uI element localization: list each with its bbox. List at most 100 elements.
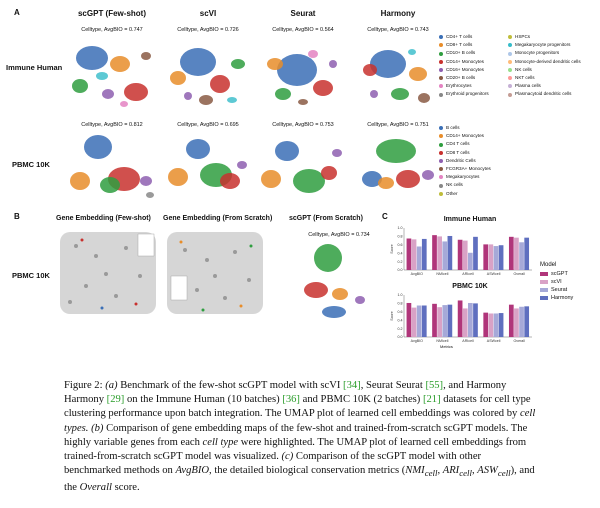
y-tick-label: 0.8 [398,235,403,239]
umap-caption: Celltype, AvgBIO = 0.747 [81,27,143,33]
legend-label: Erythroid progenitors [446,91,489,97]
bar [437,307,442,337]
bar [493,246,499,270]
bar [447,304,453,337]
caption-subscript: cell [459,468,472,479]
bar [473,303,478,337]
legend-item: CD8+ T cells [439,41,489,49]
bar [416,305,422,337]
x-tick-label: AvgBIO [411,339,424,343]
legend-swatch [439,84,443,89]
umap-caption: Celltype, AvgBIO = 0.734 [308,232,370,238]
legend-label: Dendritic Cells [446,157,476,163]
model-legend-swatch [540,288,548,292]
bar [462,240,468,270]
legend-label: FCGR3A+ Monocytes [446,166,491,172]
legend-item: B cells [439,124,491,132]
bar [457,300,463,337]
bar [457,239,463,270]
legend-swatch [439,43,443,48]
x-tick-label: Overall [514,272,526,276]
legend-item: NK cells [439,181,491,189]
legend-swatch [439,51,443,56]
caption-text: Benchmark of the few-shot scGPT model wi… [117,380,344,391]
panel-a-letter: A [14,8,20,17]
legend-item: NK cells [508,66,581,74]
chart-title-immune: Immune Human [443,216,497,223]
gene-embedding-scratch-title: Gene Embedding (From Scratch) [163,215,273,222]
legend-swatch [439,35,443,40]
caption-text: , [437,465,443,477]
legend-swatch [439,191,443,196]
y-tick-label: 0.8 [398,302,403,306]
y-axis-label: Score [390,244,394,253]
bar [498,245,504,270]
legend-label: Monocyte-derived dendritic cells [515,58,581,64]
y-tick-label: 0.4 [398,251,403,255]
legend-item: CD4+ T cells [439,33,489,41]
caption-subscript: cell [424,468,438,479]
citation-link[interactable]: [55] [425,380,444,391]
model-legend-title: Model [540,262,557,268]
legend-pbmc: B cells CD14+ Monocytes CD4 T cells CD8 T c… [439,124,491,198]
legend-item: CD14+ Monocytes [439,132,491,140]
model-legend-label: Harmony [551,295,574,301]
bar [514,308,519,337]
umap-caption: Celltype, AvgBIO = 0.812 [81,122,143,128]
bar [437,236,442,270]
x-tick-label: ARIcell [462,339,474,343]
legend-label: CD4 T cells [446,141,470,147]
figure-caption: Figure 2: (a) Benchmark of the few-shot … [64,379,536,495]
legend-item: CD14+ Monocytes [439,58,489,66]
legend-swatch [508,67,512,72]
bar [508,304,514,337]
legend-label: Erythrocytes [446,83,472,89]
caption-text: Comparison of the scGPT model with other… [64,451,482,477]
x-tick-label: NMIcell [436,339,448,343]
y-tick-label: 0.6 [398,243,403,247]
legend-label: Other [446,190,458,196]
x-tick-label: Overall [514,339,526,343]
umap-pbmc-scgpt-scratch [304,244,365,318]
bar [468,252,473,270]
citation-link[interactable]: [29] [106,394,125,406]
model-legend-item: scGPT [540,270,573,278]
model-legend-label: Seurat [551,287,568,293]
legend-label: HSPCs [515,34,531,39]
legend-swatch [508,43,512,48]
bar [411,307,417,337]
citation-link[interactable]: [36] [282,394,300,406]
legend-swatch [439,175,443,180]
legend-item: FCGR3A+ Monocytes [439,165,491,173]
bar [493,313,499,337]
legend-swatch [439,134,443,139]
legend-item: Megakaryocyte progenitors [508,41,581,49]
caption-italic: ARI [442,465,460,477]
legend-label: Plasmacytoid dendritic cells [515,91,572,97]
caption-italic: cell types. [64,408,536,434]
umap-pbmc-harmony [362,139,434,189]
caption-text: Comparison of gene embedding maps of the… [64,422,528,448]
caption-marker-b: (b) [88,422,104,434]
bar [488,313,494,337]
legend-item: Megakaryocytes [439,173,491,181]
model-legend-item: Harmony [540,294,573,302]
umap-immune-scgpt [72,46,151,107]
caption-text: , [471,465,478,477]
bar [468,302,473,337]
umap-caption: Celltype, AvgBIO = 0.726 [177,27,239,33]
citation-link[interactable]: [34] [343,380,361,391]
legend-label: CD14+ Monocytes [446,133,484,139]
caption-text: on the Immune Human (10 batches) [124,394,283,406]
citation-link[interactable]: [21] [422,394,441,406]
bar [406,302,412,337]
caption-subscript: cell [497,468,511,479]
legend-swatch [439,67,443,72]
model-legend-swatch [540,296,548,300]
legend-swatch [439,76,443,81]
legend-item: CD4 T cells [439,140,491,148]
umap-pbmc-scgpt [70,135,154,198]
umap-caption: Celltype, AvgBIO = 0.743 [367,27,429,33]
legend-swatch [508,35,512,40]
legend-swatch [439,92,443,97]
